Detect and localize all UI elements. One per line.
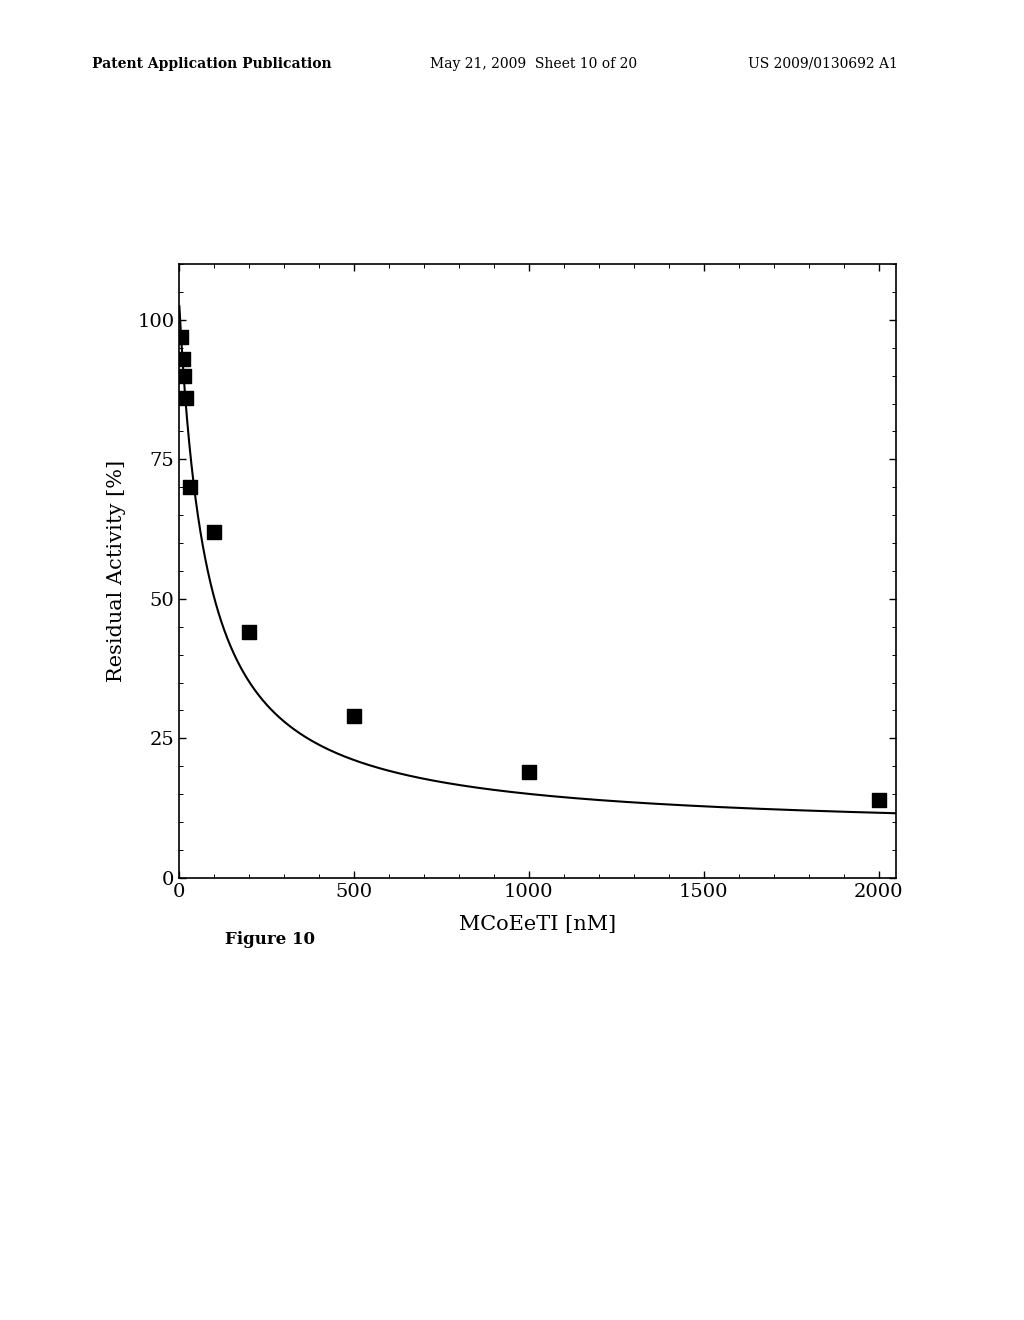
Point — [174, 348, 190, 370]
Point — [241, 622, 257, 643]
Point — [178, 387, 195, 408]
Point — [176, 366, 193, 387]
X-axis label: MCoEeTI [nM]: MCoEeTI [nM] — [459, 915, 616, 933]
Y-axis label: Residual Activity [%]: Residual Activity [%] — [108, 459, 126, 682]
Point — [520, 762, 537, 783]
Point — [181, 477, 198, 498]
Text: May 21, 2009  Sheet 10 of 20: May 21, 2009 Sheet 10 of 20 — [430, 57, 637, 71]
Text: US 2009/0130692 A1: US 2009/0130692 A1 — [748, 57, 897, 71]
Point — [206, 521, 222, 543]
Point — [346, 705, 362, 726]
Text: Figure 10: Figure 10 — [225, 931, 315, 948]
Point — [870, 789, 887, 810]
Point — [173, 326, 189, 347]
Text: Patent Application Publication: Patent Application Publication — [92, 57, 332, 71]
